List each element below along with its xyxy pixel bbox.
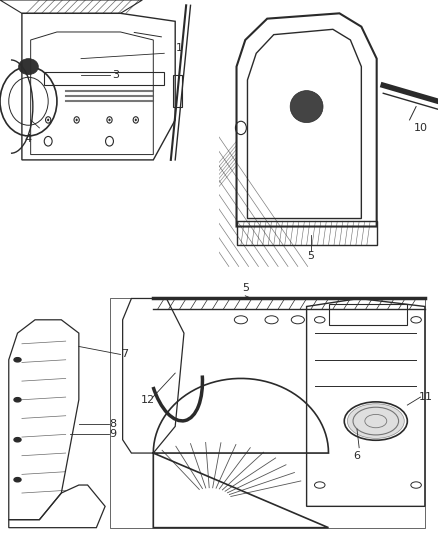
Text: 8: 8 xyxy=(110,419,117,429)
Circle shape xyxy=(135,118,137,121)
Text: 1: 1 xyxy=(176,43,183,53)
Text: 10: 10 xyxy=(413,123,427,133)
Bar xyxy=(328,304,407,325)
Text: 3: 3 xyxy=(113,70,120,79)
Ellipse shape xyxy=(290,91,323,123)
Circle shape xyxy=(347,404,404,438)
Text: 7: 7 xyxy=(121,350,128,359)
Text: 5: 5 xyxy=(242,283,249,293)
Circle shape xyxy=(109,118,110,121)
Circle shape xyxy=(75,118,78,121)
Text: 12: 12 xyxy=(141,395,155,405)
Circle shape xyxy=(14,478,21,482)
Circle shape xyxy=(14,438,21,442)
Text: 11: 11 xyxy=(419,392,433,402)
Text: 9: 9 xyxy=(110,430,117,439)
Ellipse shape xyxy=(18,59,39,75)
Circle shape xyxy=(14,358,21,362)
Bar xyxy=(173,75,182,107)
Text: 6: 6 xyxy=(353,451,360,461)
Text: 5: 5 xyxy=(307,251,314,261)
Circle shape xyxy=(14,398,21,402)
Text: 4: 4 xyxy=(25,134,32,143)
Circle shape xyxy=(47,118,49,121)
